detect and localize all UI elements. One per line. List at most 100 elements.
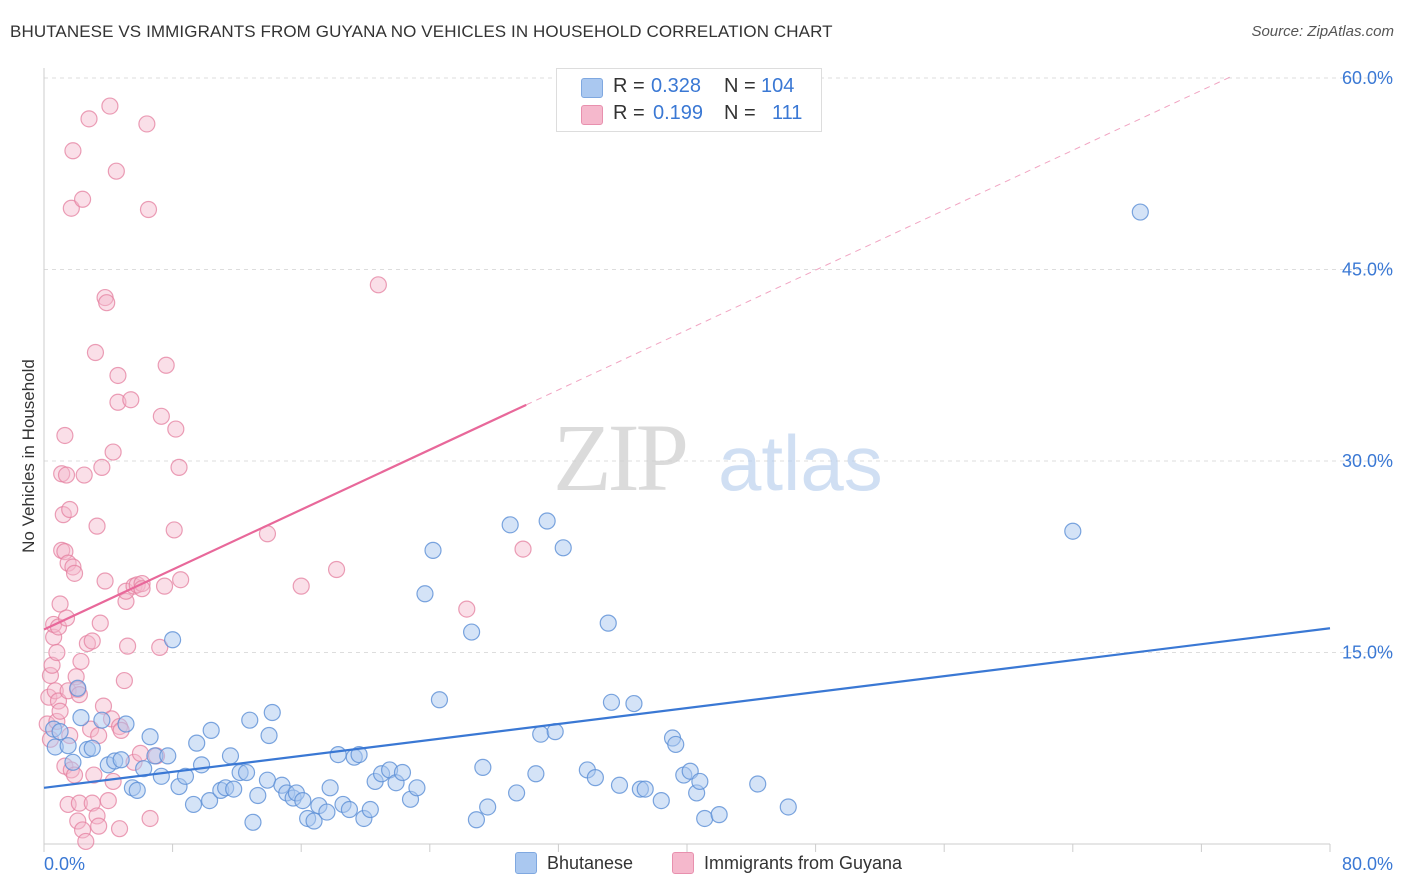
watermark-atlas: atlas — [718, 419, 883, 507]
bhutanese-point — [164, 631, 182, 649]
bhutanese-point — [51, 723, 69, 741]
guyana-point — [83, 632, 101, 650]
source-credit: Source: ZipAtlas.com — [1251, 23, 1394, 40]
guyana-point — [155, 577, 174, 595]
bhutanese-point — [749, 775, 767, 793]
guyana-point — [141, 809, 159, 828]
bhutanese-point — [59, 737, 77, 755]
guyana-point — [152, 407, 170, 425]
bhutanese-point — [329, 746, 347, 764]
trend-lines — [43, 74, 1331, 789]
x-tick-label: 80.0% — [1342, 854, 1393, 874]
bhutanese-point — [393, 763, 412, 782]
bhutanese-point — [152, 767, 170, 785]
guyana-point — [170, 458, 188, 476]
bhutanese-point — [710, 806, 728, 824]
bhutanese-point — [321, 779, 339, 797]
bhutanese-point — [260, 726, 278, 745]
legend-swatch-bhutanese — [581, 78, 603, 98]
bhutanese-point — [117, 715, 135, 733]
guyana-point — [77, 832, 95, 851]
bhutanese-point — [527, 765, 545, 783]
bhutanese-point — [258, 771, 277, 789]
legend-swatch-guyana — [672, 852, 694, 874]
bhutanese-point — [237, 763, 256, 782]
bhutanese-point — [305, 812, 323, 830]
r-value: 0.328 — [651, 75, 702, 97]
bhutanese-point — [340, 800, 359, 819]
bhutanese-point — [625, 694, 643, 713]
n-label: N = — [724, 102, 756, 124]
guyana-point — [91, 614, 109, 632]
guyana-point — [118, 637, 137, 655]
bhutanese-point — [221, 747, 240, 765]
bhutanese-point — [188, 734, 206, 752]
bhutanese-point — [192, 756, 211, 774]
series-legend-guyana: Immigrants from Guyana — [672, 851, 902, 875]
bhutanese-point — [1064, 522, 1082, 540]
guyana-point — [107, 162, 125, 180]
guyana-point — [104, 443, 122, 461]
guyana-point — [117, 592, 135, 611]
guyana-point — [61, 500, 79, 519]
axes — [43, 68, 1331, 852]
guyana-point — [40, 688, 58, 706]
guyana-point — [157, 356, 175, 374]
guyana-point — [109, 393, 127, 411]
guyana-point — [327, 560, 346, 579]
bhutanese-point — [72, 709, 90, 727]
bhutanese-points — [45, 203, 1149, 831]
tick-labels: 15.0% 30.0% 45.0% 60.0% 0.0% 80.0% — [44, 68, 1393, 874]
bhutanese-point — [141, 728, 159, 746]
legend-swatch-guyana — [581, 105, 603, 125]
bhutanese-point — [294, 791, 312, 810]
n-label: N = — [724, 75, 756, 97]
guyana-trend-extension — [526, 74, 1234, 406]
bhutanese-point — [93, 711, 111, 729]
bhutanese-point — [318, 803, 336, 821]
bhutanese-point — [501, 516, 519, 534]
guyana-point — [43, 656, 61, 674]
guyana-point — [86, 343, 105, 362]
guyana-point — [139, 200, 158, 219]
guyana-point — [78, 634, 97, 653]
bhutanese-point — [424, 541, 442, 559]
bhutanese-point — [667, 735, 685, 754]
bhutanese-point — [184, 795, 203, 814]
gridlines — [44, 77, 1392, 653]
guyana-point — [64, 558, 82, 576]
guyana-point — [109, 366, 127, 385]
guyana-point — [165, 521, 183, 539]
series-legend-bhutanese: Bhutanese — [515, 851, 633, 875]
guyana-point — [46, 682, 64, 700]
guyana-point — [88, 517, 106, 535]
bhutanese-point — [636, 780, 654, 798]
guyana-point — [458, 600, 476, 618]
bhutanese-point — [135, 760, 153, 778]
bhutanese-point — [599, 614, 617, 632]
bhutanese-point — [176, 767, 195, 785]
bhutanese-point — [361, 800, 379, 819]
bhutanese-point — [479, 798, 497, 816]
bhutanese-point — [652, 791, 670, 810]
guyana-point — [75, 466, 93, 484]
guyana-point — [48, 643, 66, 662]
guyana-point — [72, 652, 90, 671]
bhutanese-point — [241, 711, 259, 729]
bhutanese-point — [128, 781, 146, 799]
r-value: 0.199 — [653, 102, 704, 124]
guyana-point — [172, 571, 190, 589]
guyana-point — [51, 702, 69, 720]
guyana-point — [292, 577, 310, 595]
r-label: R = — [613, 75, 645, 97]
n-value: 104 — [761, 75, 795, 97]
guyana-point — [99, 791, 117, 810]
guyana-point — [93, 458, 111, 476]
guyana-point — [167, 420, 185, 438]
bhutanese-point — [586, 769, 604, 787]
bhutanese-point — [462, 623, 481, 641]
bhutanese-point — [112, 751, 130, 769]
bhutanese-point — [610, 776, 629, 794]
guyana-point — [151, 638, 169, 656]
y-tick-label: 30.0% — [1342, 451, 1393, 471]
